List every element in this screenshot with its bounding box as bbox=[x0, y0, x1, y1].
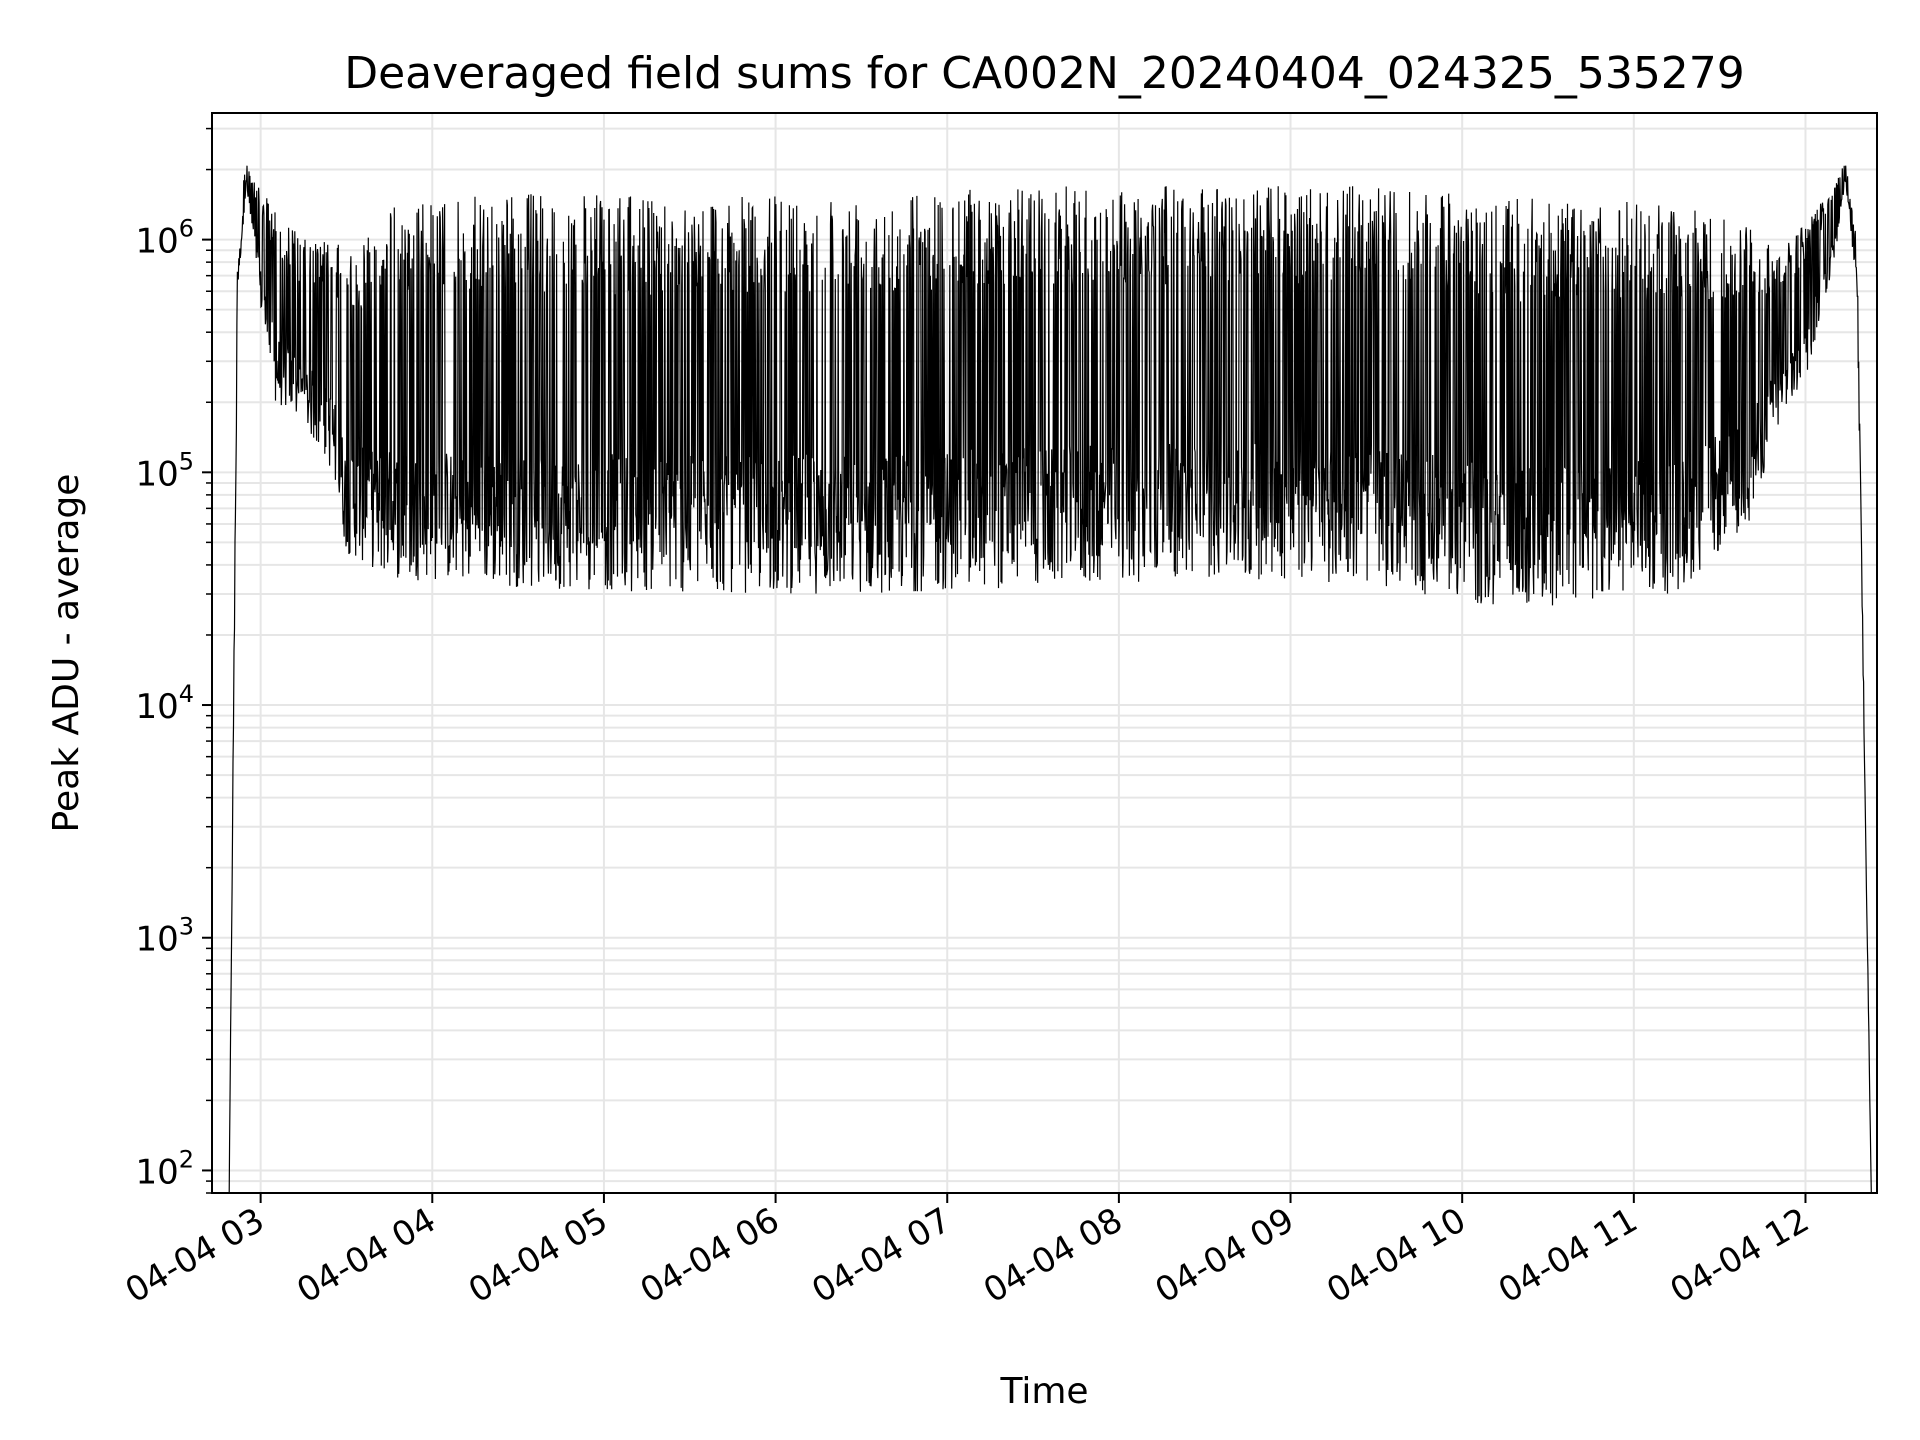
x-tick-label: 04-04 11 bbox=[1492, 1200, 1644, 1311]
y-tick-base: 10 bbox=[135, 920, 178, 960]
y-tick-base: 10 bbox=[135, 222, 178, 262]
x-tick-label: 04-04 03 bbox=[119, 1200, 271, 1311]
y-tick-label: 105 bbox=[135, 447, 194, 494]
x-tick-label: 04-04 08 bbox=[977, 1200, 1129, 1311]
chart-title: Deaveraged field sums for CA002N_2024040… bbox=[344, 48, 1745, 99]
x-tick-label: 04-04 07 bbox=[805, 1200, 957, 1311]
x-tick-label: 04-04 12 bbox=[1664, 1200, 1816, 1311]
series-line-path bbox=[228, 165, 1872, 1193]
y-tick-exponent: 5 bbox=[179, 447, 194, 475]
y-tick-base: 10 bbox=[135, 687, 178, 727]
plot-frame bbox=[211, 112, 1878, 1194]
series-line bbox=[228, 165, 1872, 1193]
y-tick-exponent: 3 bbox=[179, 913, 194, 941]
y-tick-exponent: 6 bbox=[179, 215, 194, 243]
y-tick-exponent: 4 bbox=[179, 680, 194, 708]
y-tick-label: 103 bbox=[135, 913, 194, 960]
x-tick-label: 04-04 06 bbox=[634, 1200, 786, 1311]
x-tick-label: 04-04 05 bbox=[462, 1200, 614, 1311]
x-tick-label: 04-04 09 bbox=[1149, 1200, 1301, 1311]
y-tick-base: 10 bbox=[135, 1152, 178, 1192]
y-axis-label: Peak ADU - average bbox=[46, 474, 87, 833]
y-tick-exponent: 2 bbox=[179, 1145, 194, 1173]
x-axis-label: Time bbox=[999, 1371, 1088, 1412]
x-tick-label: 04-04 10 bbox=[1320, 1200, 1472, 1311]
y-tick-label: 104 bbox=[135, 680, 194, 727]
y-tick-label: 106 bbox=[135, 215, 194, 262]
x-axis-ticks: 04-04 03 04-04 04 04-04 05 04-04 06 04-04 07… bbox=[119, 1193, 1816, 1311]
y-tick-label: 102 bbox=[135, 1145, 194, 1192]
x-tick-label: 04-04 04 bbox=[290, 1200, 442, 1311]
y-tick-base: 10 bbox=[135, 454, 178, 494]
